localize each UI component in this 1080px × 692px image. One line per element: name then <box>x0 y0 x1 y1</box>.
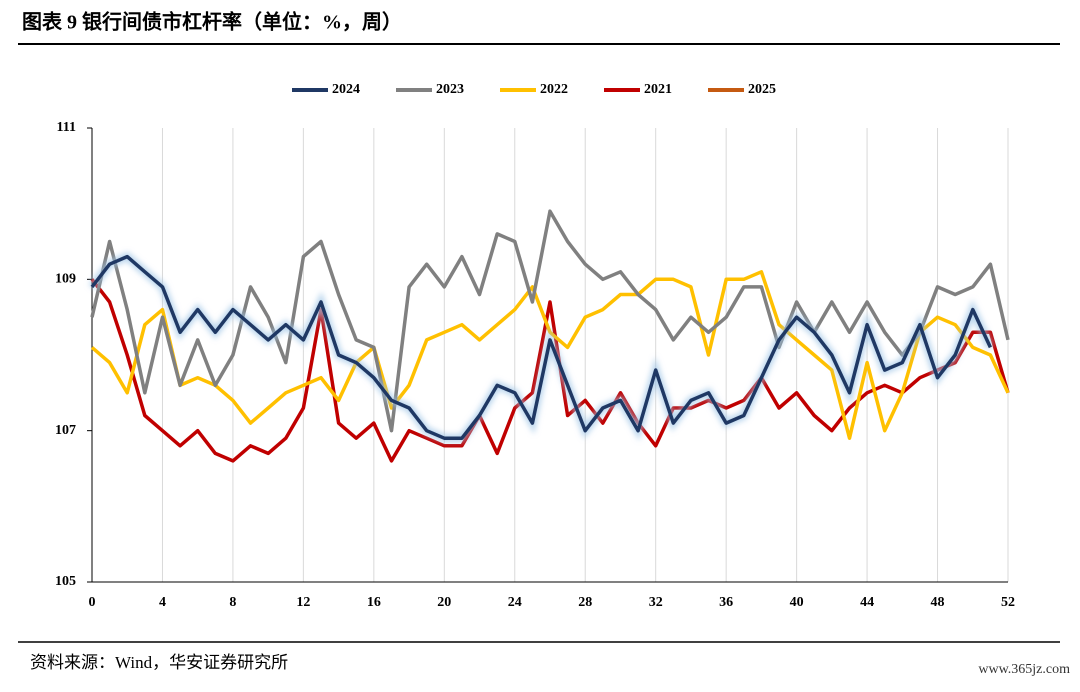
series-line <box>90 278 1010 463</box>
x-tick-label: 32 <box>649 595 663 610</box>
x-tick-label: 16 <box>367 595 381 610</box>
legend-label: 2024 <box>332 82 360 97</box>
legend-label: 2023 <box>436 82 464 97</box>
x-tick-label: 0 <box>89 595 96 610</box>
x-tick-label: 12 <box>296 595 310 610</box>
series-line <box>90 254 992 440</box>
x-tick-label: 28 <box>578 595 592 610</box>
legend-label: 2021 <box>644 82 672 97</box>
watermark: www.365jz.com <box>978 662 1070 677</box>
y-tick-label: 111 <box>57 120 76 135</box>
x-tick-label: 36 <box>719 595 733 610</box>
x-tick-label: 52 <box>1001 595 1015 610</box>
legend-label: 2025 <box>748 82 776 97</box>
legend-label: 2022 <box>540 82 568 97</box>
chart-title: 图表 9 银行间债市杠杆率（单位：%，周） <box>22 10 402 34</box>
x-tick-label: 8 <box>229 595 236 610</box>
y-tick-label: 105 <box>55 574 76 589</box>
x-tick-label: 24 <box>508 595 522 610</box>
x-tick-label: 48 <box>931 595 945 610</box>
x-tick-label: 40 <box>790 595 804 610</box>
x-tick-label: 44 <box>860 595 874 610</box>
y-tick-label: 109 <box>55 272 76 287</box>
x-tick-label: 4 <box>159 595 166 610</box>
source: 资料来源：Wind，华安证券研究所 <box>30 653 288 672</box>
x-tick-label: 20 <box>437 595 451 610</box>
y-tick-label: 107 <box>55 423 76 438</box>
series-line <box>90 209 1010 433</box>
